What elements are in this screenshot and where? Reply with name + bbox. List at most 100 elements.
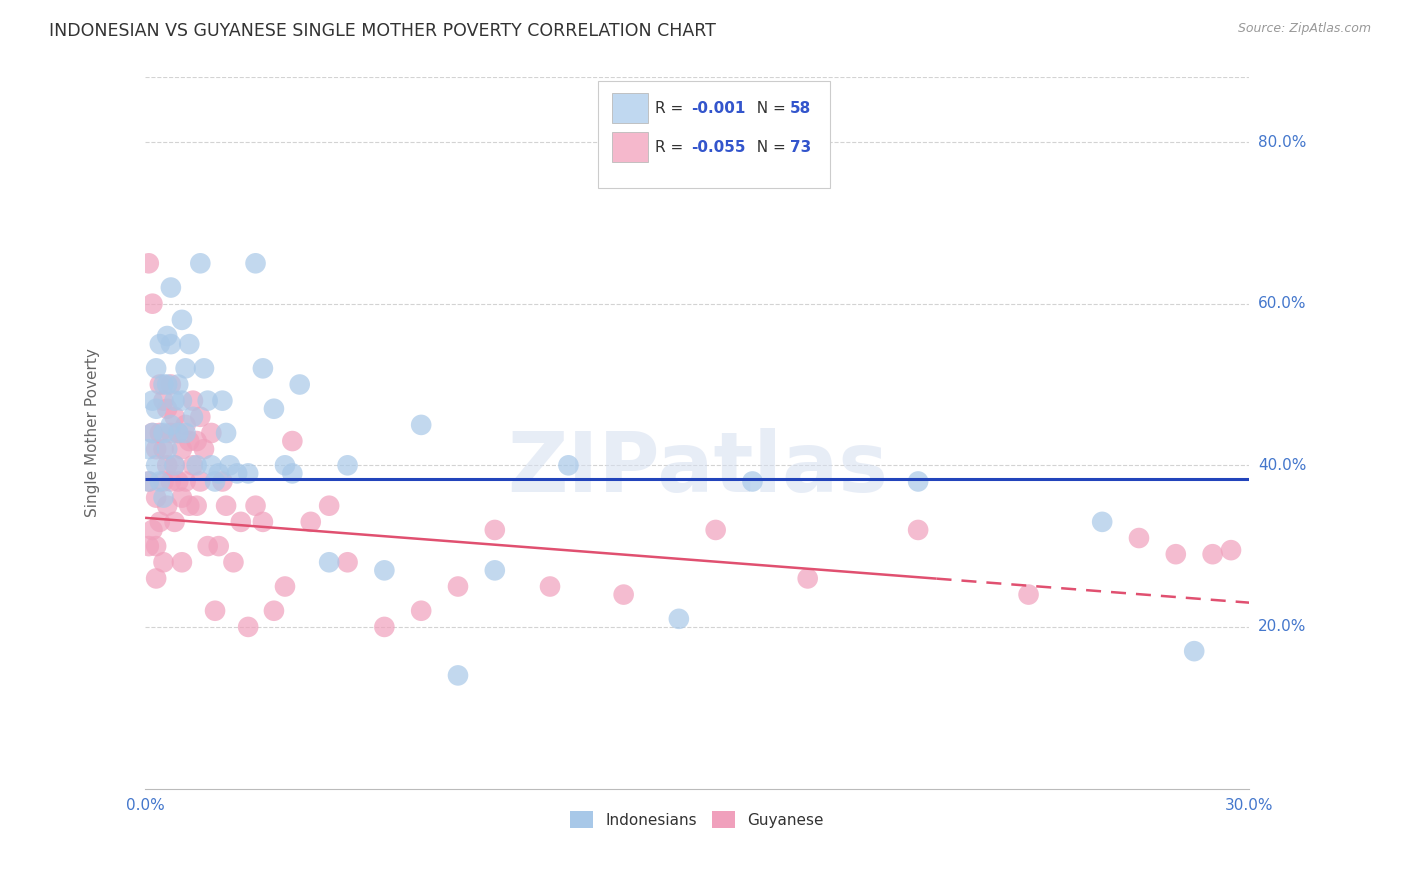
Point: [152, 425, 174, 440]
Point: [138, 475, 160, 489]
Point: [179, 434, 201, 448]
Point: [160, 280, 183, 294]
Point: [1018, 588, 1040, 602]
Point: [163, 393, 186, 408]
Point: [141, 425, 163, 440]
Point: [274, 458, 297, 473]
Text: 58: 58: [790, 101, 811, 116]
Point: [181, 393, 204, 408]
Point: [138, 475, 160, 489]
Point: [156, 458, 179, 473]
Text: R =: R =: [655, 140, 689, 154]
Point: [167, 377, 190, 392]
Point: [557, 458, 579, 473]
Point: [152, 393, 174, 408]
Point: [447, 580, 470, 594]
Point: [170, 393, 193, 408]
Point: [907, 475, 929, 489]
Point: [160, 377, 183, 392]
Point: [238, 620, 260, 634]
Point: [170, 491, 193, 505]
Point: [188, 475, 211, 489]
Point: [796, 571, 818, 585]
Point: [156, 401, 179, 416]
Point: [156, 329, 179, 343]
Point: [373, 620, 395, 634]
Point: [218, 458, 240, 473]
Point: [156, 442, 179, 457]
Point: [907, 523, 929, 537]
Point: [215, 499, 238, 513]
Point: [160, 475, 183, 489]
Point: [149, 377, 172, 392]
Point: [197, 539, 219, 553]
Point: [1164, 547, 1187, 561]
Point: [211, 393, 233, 408]
Point: [229, 515, 252, 529]
Point: [156, 499, 179, 513]
Point: [1182, 644, 1205, 658]
Point: [186, 434, 208, 448]
Point: [156, 377, 179, 392]
Point: [145, 401, 167, 416]
Point: [263, 401, 285, 416]
Point: [281, 467, 304, 481]
Point: [274, 580, 297, 594]
Point: [704, 523, 727, 537]
Point: [160, 337, 183, 351]
Point: [373, 563, 395, 577]
Point: [197, 393, 219, 408]
Point: [226, 467, 249, 481]
Point: [318, 499, 340, 513]
Point: [186, 458, 208, 473]
Point: [170, 442, 193, 457]
Text: 40.0%: 40.0%: [1258, 458, 1306, 473]
Point: [179, 337, 201, 351]
Point: [152, 475, 174, 489]
Point: [200, 458, 222, 473]
Point: [152, 442, 174, 457]
Point: [222, 555, 245, 569]
Point: [163, 409, 186, 424]
Point: [1128, 531, 1150, 545]
Point: [138, 442, 160, 457]
Point: [141, 523, 163, 537]
Point: [208, 467, 231, 481]
Point: [163, 515, 186, 529]
Point: [1220, 543, 1243, 558]
Text: R =: R =: [655, 101, 689, 116]
Point: [299, 515, 322, 529]
Point: [188, 256, 211, 270]
Point: [245, 256, 267, 270]
Point: [141, 296, 163, 310]
Text: Single Mother Poverty: Single Mother Poverty: [84, 349, 100, 517]
FancyBboxPatch shape: [612, 93, 648, 123]
Point: [288, 377, 311, 392]
Point: [245, 499, 267, 513]
Point: [170, 555, 193, 569]
Point: [484, 563, 506, 577]
Point: [186, 499, 208, 513]
Point: [211, 475, 233, 489]
Text: 80.0%: 80.0%: [1258, 135, 1306, 150]
Point: [141, 425, 163, 440]
Point: [741, 475, 763, 489]
Point: [204, 604, 226, 618]
Text: 60.0%: 60.0%: [1258, 296, 1306, 311]
Point: [167, 475, 190, 489]
Point: [145, 361, 167, 376]
FancyBboxPatch shape: [598, 81, 830, 187]
Point: [318, 555, 340, 569]
Point: [336, 458, 359, 473]
Point: [181, 409, 204, 424]
Point: [167, 425, 190, 440]
Point: [145, 491, 167, 505]
Point: [145, 539, 167, 553]
Point: [149, 475, 172, 489]
Text: 20.0%: 20.0%: [1258, 619, 1306, 634]
Point: [149, 425, 172, 440]
Point: [613, 588, 636, 602]
Point: [215, 425, 238, 440]
Point: [238, 467, 260, 481]
Point: [149, 515, 172, 529]
